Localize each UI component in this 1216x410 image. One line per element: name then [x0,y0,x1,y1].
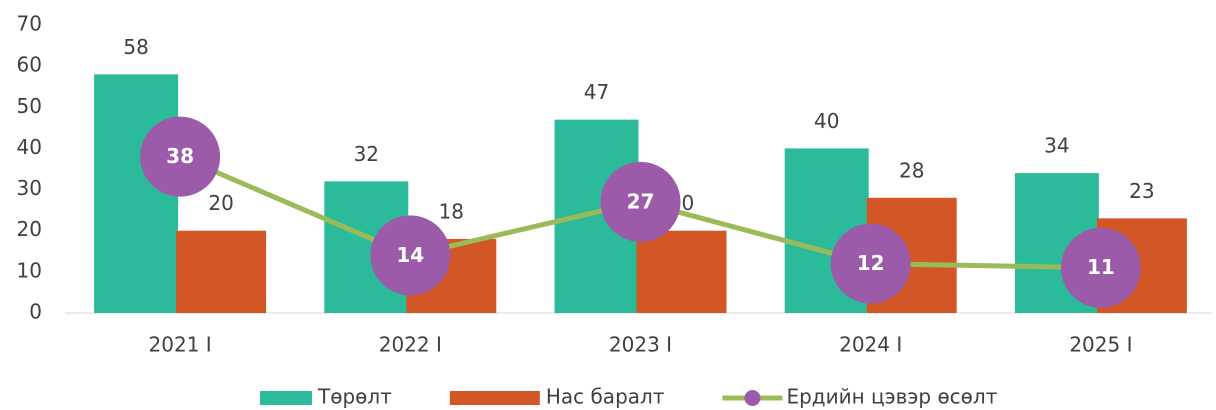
y-tick-label: 60 [17,53,42,77]
bar-label: 47 [584,80,609,104]
legend-label: Нас баралт [546,385,665,409]
legend-swatch [260,391,312,405]
marker [1060,227,1141,308]
bar-label: 23 [1129,179,1154,203]
bar [94,74,179,313]
bar [176,230,267,313]
y-tick-label: 40 [17,135,42,159]
legend-label: Ердийн цэвэр өсөлт [786,385,997,409]
legend-marker [744,390,761,406]
bar-label: 28 [899,158,924,182]
bar-label: 40 [814,109,839,133]
line-label: 38 [166,144,194,168]
bar [636,230,727,313]
marker [830,223,911,304]
y-tick-label: 10 [17,258,42,282]
line-label: 11 [1087,255,1115,279]
y-tick-label: 50 [17,94,42,118]
y-tick-label: 20 [17,217,42,241]
line-label: 12 [857,251,885,275]
x-tick-label: 2024 I [839,333,902,357]
marker [600,161,681,242]
bar-label: 32 [354,142,379,166]
x-tick-label: 2023 I [609,333,672,357]
legend-swatch [449,391,540,405]
marker [370,215,451,296]
legend-label: Төрөлт [317,385,392,409]
y-tick-label: 70 [17,12,42,36]
line-label: 27 [627,189,655,213]
bar-label: 18 [439,199,464,223]
y-tick-label: 30 [17,176,42,200]
bar-label: 20 [208,191,233,215]
y-tick-label: 0 [29,300,42,324]
x-tick-label: 2025 I [1069,333,1132,357]
bar-label: 34 [1044,134,1069,158]
line-label: 14 [396,243,424,267]
bar-label: 58 [123,35,148,59]
marker [140,116,221,197]
x-tick-label: 2021 I [149,333,212,357]
x-tick-label: 2022 I [379,333,442,357]
